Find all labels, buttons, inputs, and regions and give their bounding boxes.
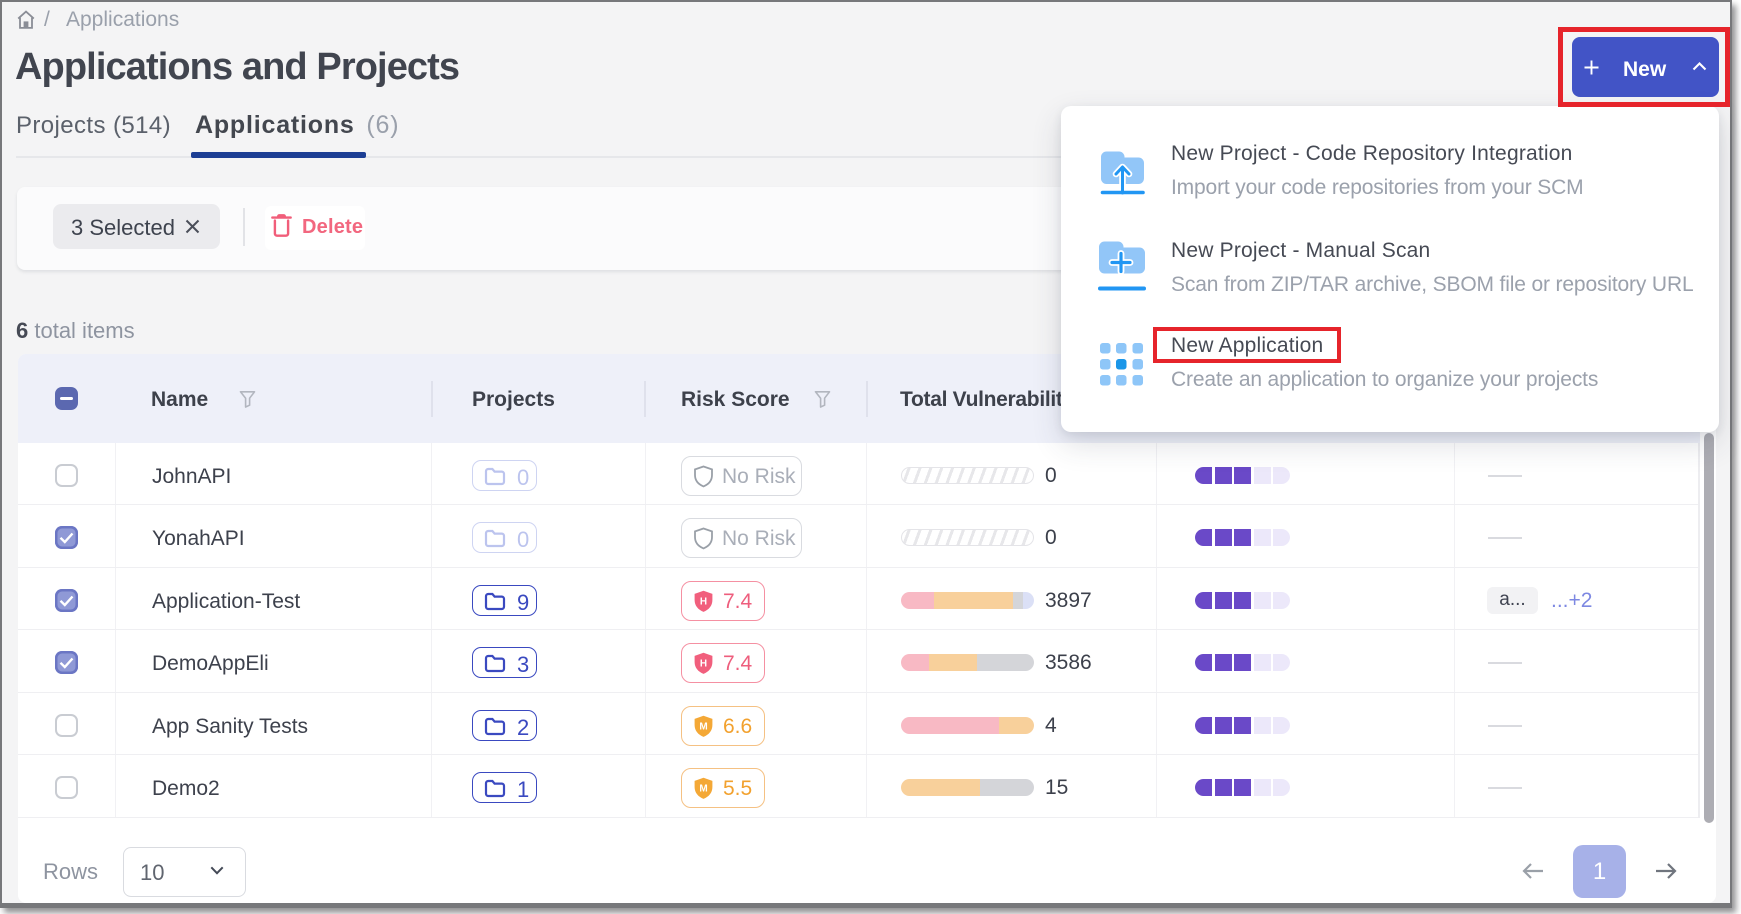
svg-text:M: M — [699, 784, 707, 795]
svg-text:H: H — [700, 659, 707, 670]
svg-text:H: H — [700, 597, 707, 608]
svg-text:M: M — [699, 722, 707, 733]
